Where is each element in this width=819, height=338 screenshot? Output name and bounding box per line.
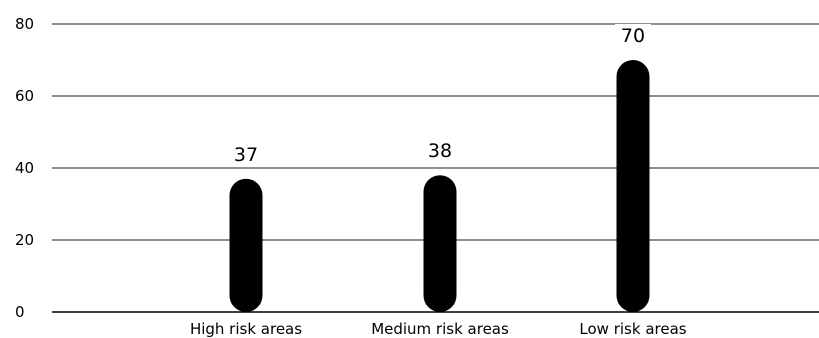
x-category-label: High risk areas (190, 320, 302, 338)
data-label-backdrop (228, 142, 264, 165)
bar (423, 175, 457, 312)
y-tick-label: 60 (15, 87, 34, 105)
y-tick-label: 0 (15, 303, 25, 321)
gridlines (52, 23, 819, 313)
data-label-backdrop (615, 24, 651, 46)
x-axis-categories: High risk areas Medium risk areas Low risk… (190, 320, 687, 338)
bars (229, 60, 650, 312)
x-category-label: Medium risk areas (371, 320, 509, 338)
data-label: 37 (234, 144, 258, 166)
data-labels: 37 38 70 (228, 24, 651, 166)
y-axis-ticks: 0 20 40 60 80 (15, 15, 34, 321)
bar (229, 178, 263, 312)
y-tick-label: 40 (15, 159, 34, 177)
data-label: 38 (428, 140, 452, 162)
y-tick-label: 20 (15, 231, 34, 249)
data-label-backdrop (422, 139, 458, 162)
data-label: 70 (621, 25, 645, 47)
x-category-label: Low risk areas (579, 320, 686, 338)
bar (616, 60, 650, 312)
y-tick-label: 80 (15, 15, 34, 33)
